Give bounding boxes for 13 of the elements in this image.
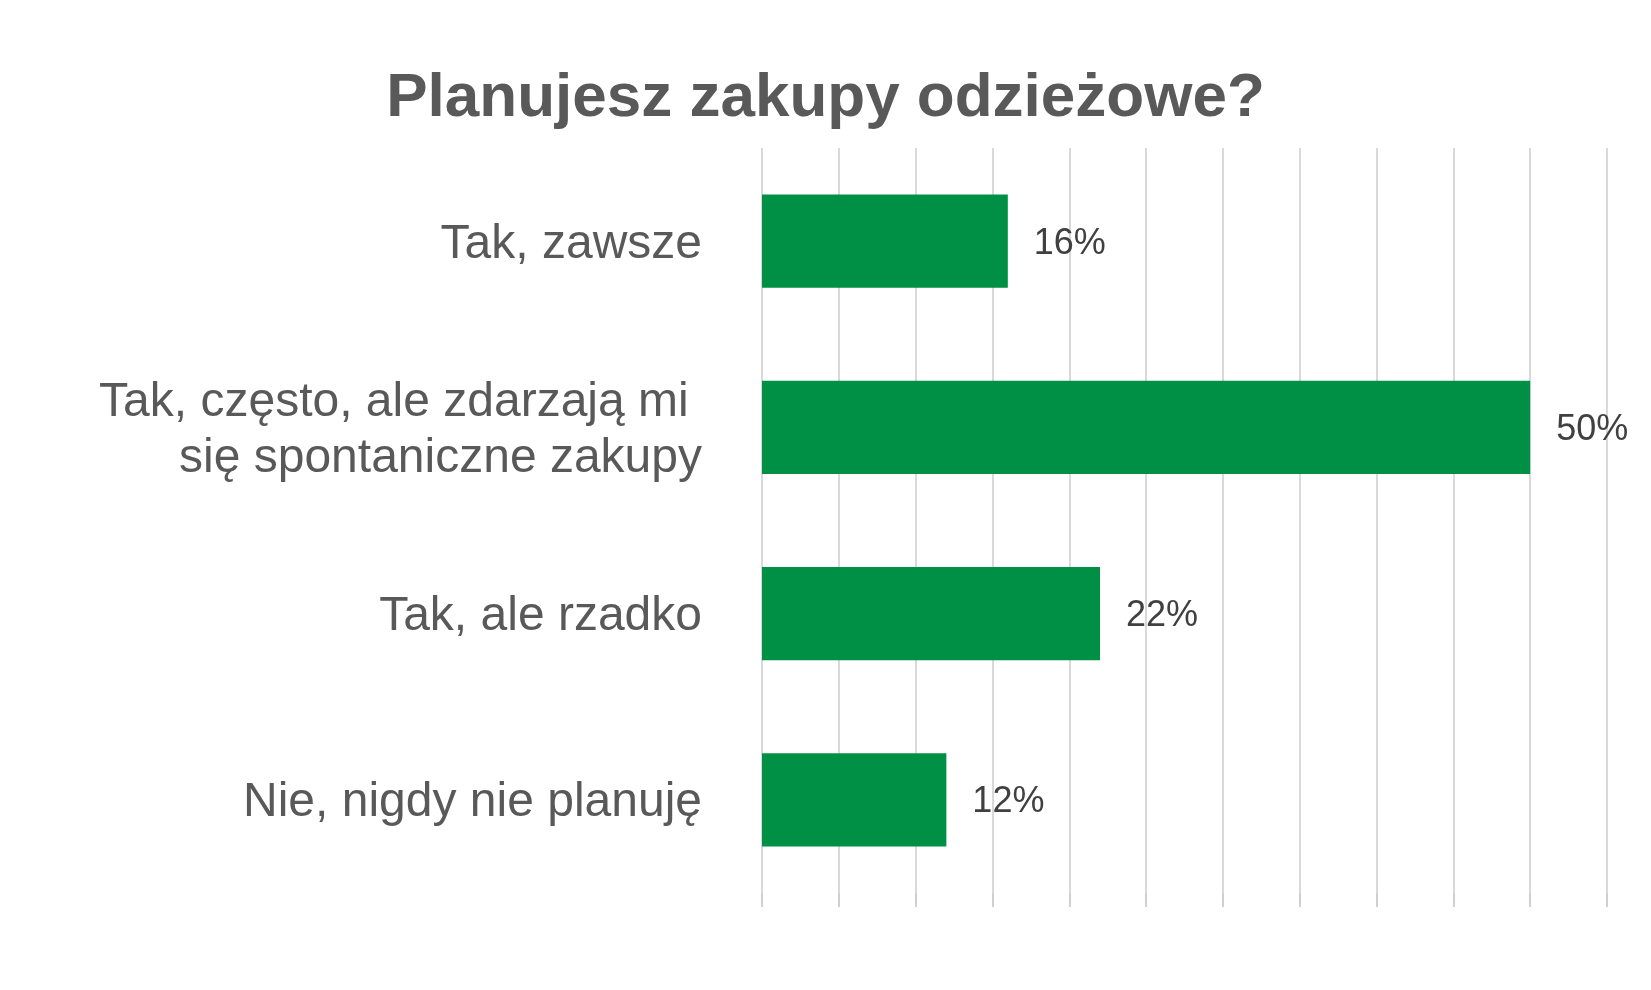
bar xyxy=(762,380,1531,474)
y-tick-label: Nie, nigdy nie planuję xyxy=(243,773,702,827)
chart-title: Planujesz zakupy odzieżowe? xyxy=(386,59,1265,129)
data-label: 22% xyxy=(1126,593,1199,635)
bar xyxy=(762,194,1008,288)
data-label: 12% xyxy=(972,779,1045,821)
y-tick-label: Tak, ale rzadko xyxy=(379,587,702,641)
y-tick-label: Tak, zawsze xyxy=(440,214,702,268)
data-label: 50% xyxy=(1556,406,1629,448)
bar xyxy=(762,753,947,847)
y-tick-label: Tak, często, ale zdarzają mi się spontaniczne zakupy xyxy=(99,372,702,482)
data-label: 16% xyxy=(1033,220,1106,262)
bar xyxy=(762,567,1100,661)
